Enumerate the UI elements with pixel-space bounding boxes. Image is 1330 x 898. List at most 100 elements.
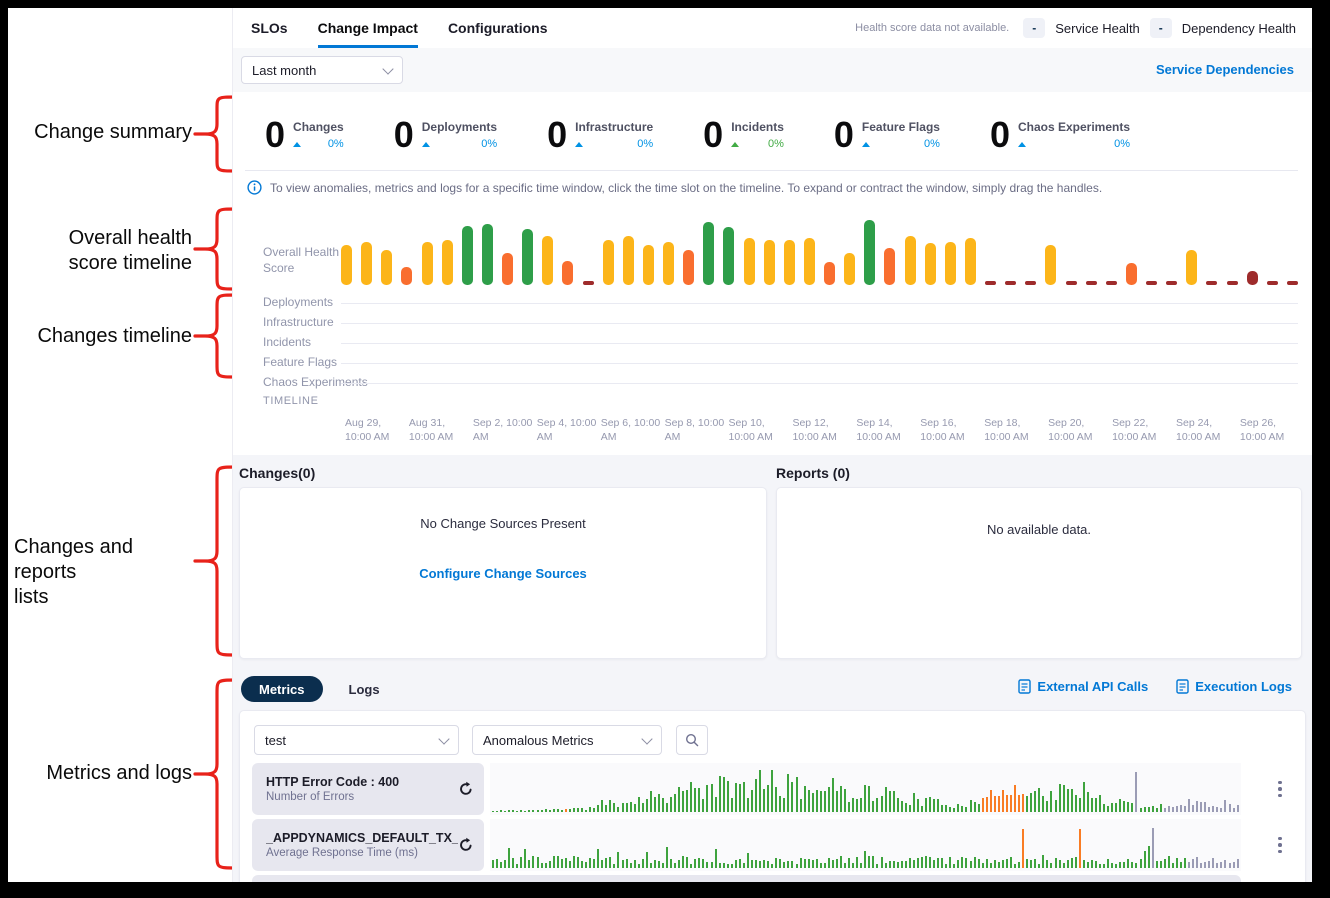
retrain-refresh-icon[interactable] (458, 781, 474, 797)
chevron-down-icon (438, 732, 450, 745)
health-score-bar[interactable] (944, 241, 956, 285)
sparkline-bar (783, 798, 786, 812)
execution-logs-link[interactable]: Execution Logs (1176, 679, 1292, 694)
tab-slos[interactable]: SLOs (251, 20, 288, 36)
stat-change: 0% (1017, 138, 1131, 150)
overall-health-score-timeline[interactable] (341, 213, 1298, 285)
health-score-bar[interactable] (964, 238, 976, 285)
health-score-bar[interactable] (864, 220, 876, 285)
health-score-bar[interactable] (783, 240, 795, 285)
health-score-bar[interactable] (663, 241, 674, 285)
sparkline-bar (1014, 863, 1017, 868)
sparkline-bar (625, 803, 628, 812)
row-menu-button[interactable] (1273, 777, 1287, 801)
health-score-bar[interactable] (502, 252, 513, 285)
health-score-bar[interactable] (421, 241, 433, 285)
health-score-bar[interactable] (1025, 280, 1037, 285)
health-score-bar[interactable] (1206, 280, 1218, 285)
health-score-bar[interactable] (1085, 280, 1097, 285)
info-banner: To view anomalies, metrics and logs for … (247, 180, 1292, 195)
health-score-bar[interactable] (401, 267, 413, 285)
sparkline-bar (589, 857, 592, 868)
health-score-bar[interactable] (763, 239, 775, 285)
search-button[interactable] (676, 725, 708, 755)
configure-change-sources-link[interactable]: Configure Change Sources (419, 566, 587, 581)
health-score-bar[interactable] (602, 240, 614, 285)
health-score-bar[interactable] (562, 261, 574, 285)
health-score-bar[interactable] (884, 247, 896, 285)
health-score-bar[interactable] (582, 280, 594, 285)
tab-logs[interactable]: Logs (348, 681, 380, 697)
sparkline-bar (512, 858, 515, 868)
time-range-select[interactable]: Last month (241, 56, 403, 84)
metric-type-select[interactable]: Anomalous Metrics (472, 725, 662, 755)
health-score-bar[interactable] (642, 245, 654, 285)
health-score-bar[interactable] (1266, 280, 1278, 285)
sparkline-bar (779, 795, 782, 812)
sparkline-bar (674, 863, 677, 868)
sparkline-bar (528, 810, 531, 812)
health-score-bar[interactable] (461, 225, 473, 285)
change-row-chaos-experiments: Chaos Experiments (233, 373, 1312, 393)
tab-metrics[interactable]: Metrics (241, 676, 323, 702)
sparkline-bar (1184, 805, 1187, 812)
health-score-bar[interactable] (441, 240, 453, 285)
health-score-bar[interactable] (542, 236, 554, 285)
health-score-bar[interactable] (985, 280, 996, 285)
metric-card[interactable]: HTTP Error Code : 400 Number of Errors (252, 763, 484, 815)
health-score-bar[interactable] (1146, 280, 1157, 285)
change-row-deployments: Deployments (233, 293, 1312, 313)
sparkline-bar (1188, 862, 1191, 868)
health-score-bar[interactable] (522, 228, 534, 285)
metrics-link-label: External API Calls (1037, 679, 1149, 694)
health-score-bar[interactable] (904, 236, 916, 285)
health-score-bar[interactable] (924, 243, 936, 285)
stat-change: 0% (575, 138, 653, 150)
sparkline-bar (787, 774, 790, 812)
health-score-bar[interactable] (481, 223, 493, 285)
health-score-bar[interactable] (622, 236, 634, 285)
timeline-tick: Aug 31, 10:00 AM (408, 417, 454, 443)
changes-panel: No Change Sources Present Configure Chan… (239, 487, 767, 659)
service-dependencies-link[interactable]: Service Dependencies (1155, 62, 1294, 77)
health-score-bar[interactable] (1186, 250, 1198, 285)
metric-titles: HTTP Error Code : 400 Number of Errors (266, 775, 458, 803)
health-score-bar[interactable] (824, 261, 835, 285)
tab-change-impact[interactable]: Change Impact (317, 8, 418, 48)
retrain-refresh-icon[interactable] (458, 837, 474, 853)
sparkline-bar (908, 857, 911, 868)
health-score-bar[interactable] (683, 250, 695, 285)
sparkline-bar (989, 863, 992, 868)
health-score-bar[interactable] (1105, 280, 1117, 285)
health-score-bar[interactable] (844, 252, 856, 285)
health-score-bar[interactable] (381, 250, 393, 285)
kebab-dot (1278, 780, 1282, 785)
stat-percent: 0% (1114, 138, 1131, 150)
sparkline-bar (516, 863, 519, 868)
health-score-bar[interactable] (1065, 280, 1077, 285)
health-score-bar[interactable] (1286, 280, 1298, 285)
sparkline-bar (840, 785, 843, 812)
health-score-bar[interactable] (1045, 245, 1057, 285)
external-api-calls-link[interactable]: External API Calls (1018, 679, 1148, 694)
row-menu-button[interactable] (1273, 833, 1287, 857)
sparkline-bar (609, 856, 612, 868)
health-score-bar[interactable] (341, 245, 352, 285)
service-filter-select[interactable]: test (254, 725, 459, 755)
health-score-bar[interactable] (803, 238, 815, 285)
health-score-bar[interactable] (1246, 270, 1258, 285)
health-score-bar[interactable] (723, 227, 735, 285)
tab-configurations[interactable]: Configurations (447, 20, 548, 36)
health-score-bar[interactable] (1005, 280, 1017, 285)
changes-panel-title: Changes(0) (239, 465, 316, 481)
sparkline-bar (629, 863, 632, 868)
metric-card[interactable]: _APPDYNAMICS_DEFAULT_TX_ Average Response… (252, 819, 484, 871)
health-score-bar[interactable] (1166, 280, 1178, 285)
health-score-bar[interactable] (703, 221, 715, 285)
sparkline-bar (738, 784, 741, 812)
health-score-bar[interactable] (1125, 263, 1137, 285)
health-score-bar[interactable] (743, 238, 755, 285)
sparkline-bar (1236, 858, 1239, 868)
health-score-bar[interactable] (361, 241, 373, 285)
health-score-bar[interactable] (1226, 280, 1238, 285)
